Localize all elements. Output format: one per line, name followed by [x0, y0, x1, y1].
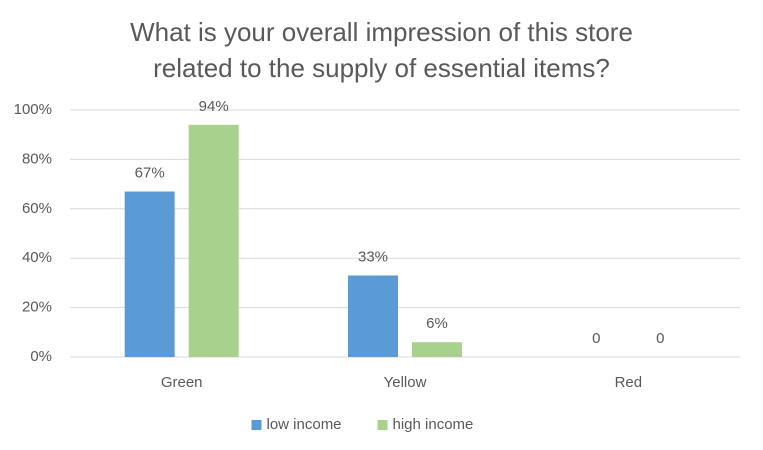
data-label: 94% — [199, 98, 229, 115]
bar — [348, 275, 398, 357]
chart-title: What is your overall impression of this … — [130, 17, 633, 83]
data-label: 33% — [358, 248, 388, 265]
x-tick-label: Yellow — [384, 374, 427, 391]
y-tick-label: 40% — [22, 249, 52, 266]
x-tick-label: Red — [615, 374, 643, 391]
data-label: 0 — [656, 330, 664, 347]
chart-title-box: What is your overall impression of this … — [0, 14, 763, 86]
legend-swatch — [251, 420, 262, 430]
bar — [124, 191, 175, 357]
legend-label: low income — [267, 416, 342, 433]
y-tick-label: 100% — [14, 101, 52, 118]
data-label: 0 — [592, 330, 600, 347]
legend-swatch — [377, 420, 388, 430]
x-tick-label: Green — [161, 374, 203, 391]
data-label: 67% — [135, 164, 165, 181]
y-tick-label: 20% — [22, 299, 52, 316]
y-tick-label: 0% — [30, 348, 52, 365]
data-label: 6% — [426, 315, 448, 332]
y-tick-label: 80% — [22, 150, 52, 167]
bar — [412, 342, 462, 357]
legend-label: high income — [393, 416, 474, 433]
y-tick-label: 60% — [22, 200, 52, 217]
bar — [188, 124, 239, 357]
